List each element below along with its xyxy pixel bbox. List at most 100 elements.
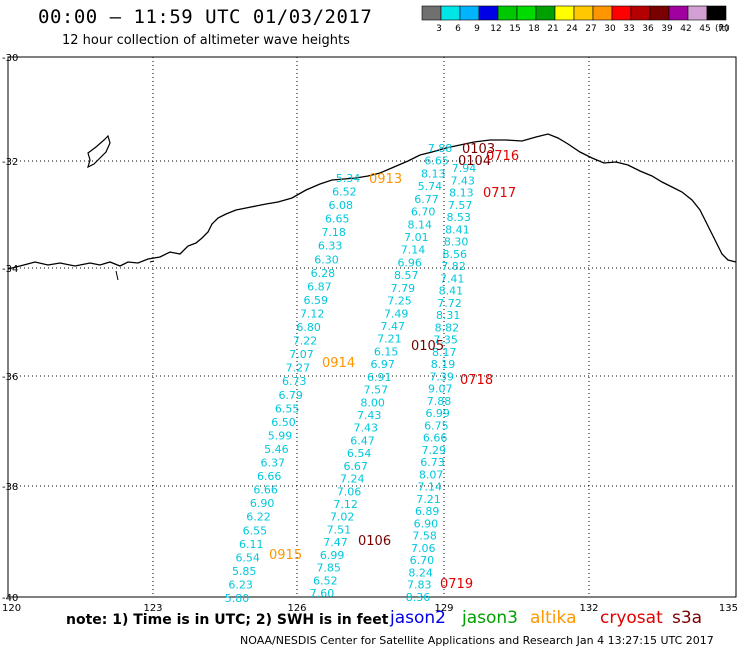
track-c-value: 8.19 (431, 358, 456, 371)
colorbar-tick: 36 (642, 24, 654, 34)
track-c-value: 8.36 (406, 591, 431, 604)
track-c-value: 6.99 (425, 407, 450, 420)
pass-label: 0718 (460, 373, 493, 388)
legend-jason2: jason2 (390, 608, 446, 628)
track-b-value: 6.96 (397, 256, 422, 269)
track-b-value: 8.13 (421, 167, 446, 180)
track-b-value: 6.97 (370, 358, 395, 371)
track-c-value: 7.57 (448, 199, 473, 212)
colorbar-tick: 12 (490, 24, 501, 34)
footer-credit: NOAA/NESDIS Center for Satellite Applica… (240, 634, 714, 647)
track-a-value: 7.27 (286, 362, 311, 375)
track-a-value: 6.90 (250, 497, 275, 510)
track-b-value: 6.52 (313, 574, 338, 587)
colorbar-tick: 18 (528, 24, 540, 34)
track-c-value: 8.56 (443, 248, 468, 261)
lat-tick-label: -38 (2, 482, 18, 493)
track-c-value: 8.41 (439, 285, 464, 298)
track-b-value: 6.99 (320, 549, 345, 562)
colorbar-tick: 30 (604, 24, 616, 34)
lon-tick-label: 129 (434, 603, 453, 614)
track-b-value: 7.14 (401, 244, 426, 257)
track-c-value: 7.94 (452, 162, 477, 175)
track-a-value: 6.73 (282, 375, 307, 388)
coastline (7, 133, 737, 270)
track-c-value: 7.29 (422, 444, 447, 457)
track-c-value: 6.73 (420, 456, 445, 469)
colorbar-tick: 33 (623, 24, 634, 34)
track-b-value: 7.60 (310, 587, 335, 600)
track-b-value: 8.00 (360, 396, 385, 409)
pass-label: 0915 (269, 548, 302, 563)
colorbar-swatch (592, 5, 613, 21)
track-b-value: 7.47 (381, 320, 406, 333)
lon-tick-label: 126 (287, 603, 306, 614)
track-b-value: 7.24 (340, 473, 365, 486)
track-b-value: 8.57 (394, 269, 419, 282)
track-c-value: 7.14 (418, 481, 443, 494)
pass-label: 0719 (440, 577, 473, 592)
colorbar-swatch (421, 5, 442, 21)
track-b-value: 8.14 (408, 218, 433, 231)
track-c-value: 8.07 (419, 468, 444, 481)
track-a-value: 6.23 (228, 579, 253, 592)
track-b-value: 6.47 (350, 434, 375, 447)
track-a-value: 6.11 (239, 538, 264, 551)
legend-cryosat: cryosat (600, 608, 663, 628)
pass-label: 0104 (458, 154, 491, 169)
track-a-value: 6.37 (261, 457, 286, 470)
pass-label: 0106 (358, 534, 391, 549)
track-c-value: 8.24 (408, 567, 433, 580)
colorbar-tick: 3 (436, 24, 442, 34)
track-b-value: 7.25 (387, 295, 412, 308)
altimeter-tracks: 5.346.526.086.657.186.336.306.286.876.59… (225, 142, 477, 605)
lat-tick-label: -30 (2, 53, 18, 64)
lat-tick-label: -40 (2, 593, 18, 604)
colorbar-swatch (497, 5, 518, 21)
track-c-value: 7.83 (407, 579, 432, 592)
colorbar: 3 6 9 12 15 18 21 24 27 30 33 36 39 42 45 70 (421, 5, 730, 34)
colorbar-swatch (535, 5, 556, 21)
track-b-value: 7.12 (333, 498, 358, 511)
pass-label: 0914 (322, 356, 355, 371)
track-c-value: 8.31 (436, 309, 461, 322)
track-b-value: 7.43 (354, 422, 379, 435)
legend-s3a: s3a (672, 608, 703, 628)
colorbar-swatch (706, 5, 727, 21)
colorbar-tick: 15 (509, 24, 520, 34)
pass-label: 0913 (369, 172, 402, 187)
colorbar-tick: 39 (661, 24, 673, 34)
lon-tick-label: 120 (2, 603, 21, 614)
track-b-value: 7.49 (384, 307, 409, 320)
track-c-value: 9.07 (428, 383, 453, 396)
track-b-value: 7.85 (316, 562, 341, 575)
colorbar-swatch (573, 5, 594, 21)
track-c-value: 7.88 (427, 395, 452, 408)
legend-altika: altika (530, 608, 577, 628)
track-a-value: 6.55 (243, 524, 268, 537)
track-a-value: 6.22 (246, 511, 271, 524)
colorbar-tick: 42 (680, 24, 691, 34)
lon-tick-label: 135 (719, 603, 738, 614)
track-a-value: 5.85 (232, 565, 257, 578)
track-b-value: 7.47 (323, 536, 348, 549)
track-a-value: 6.87 (307, 280, 332, 293)
track-c-value: 8.41 (445, 223, 470, 236)
lat-tick-label: -32 (2, 157, 18, 168)
track-b-value: 6.54 (347, 447, 372, 460)
colorbar-swatch (478, 5, 499, 21)
track-b-value: 7.43 (357, 409, 382, 422)
track-b-value: 7.79 (391, 282, 416, 295)
track-b-value: 7.01 (404, 231, 429, 244)
colorbar-swatch (668, 5, 689, 21)
colorbar-swatch (440, 5, 461, 21)
pass-label: 0717 (483, 186, 516, 201)
pass-label: 0103 (462, 142, 495, 157)
track-b-value: 6.77 (414, 193, 439, 206)
coastline-feature (115, 260, 155, 281)
track-a-value: 6.80 (296, 321, 321, 334)
track-a-value: 7.18 (321, 226, 346, 239)
track-b-value: 7.21 (377, 333, 402, 346)
colorbar-swatch (649, 5, 670, 21)
legend-jason3: jason3 (462, 608, 518, 628)
